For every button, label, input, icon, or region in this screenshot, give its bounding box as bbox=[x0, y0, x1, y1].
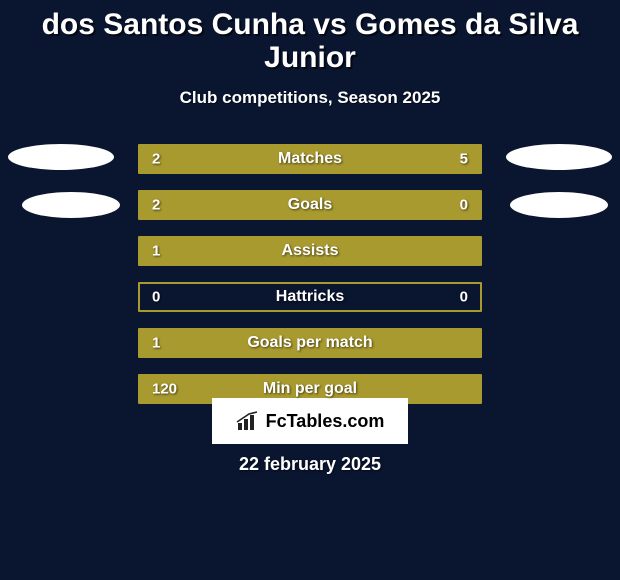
stat-label: Goals bbox=[288, 196, 332, 214]
stat-bar-right bbox=[237, 146, 480, 172]
stat-label: Assists bbox=[282, 242, 339, 260]
stat-value-left: 0 bbox=[152, 289, 160, 306]
stat-row: Hattricks 0 0 bbox=[0, 282, 620, 312]
stat-value-right: 0 bbox=[460, 197, 468, 214]
fctables-logo: FcTables.com bbox=[212, 398, 408, 444]
stat-label: Hattricks bbox=[276, 288, 344, 306]
logo-text-suffix: .com bbox=[342, 411, 384, 431]
stat-bar-track: Assists 1 bbox=[138, 236, 482, 266]
stat-value-right: 5 bbox=[460, 151, 468, 168]
stat-label: Min per goal bbox=[263, 380, 357, 398]
stat-value-left: 1 bbox=[152, 243, 160, 260]
logo-text-prefix: FcTables bbox=[266, 411, 343, 431]
stats-area: Matches25Goals20Assists1Hattricks00Goals… bbox=[0, 144, 620, 404]
comparison-card: dos Santos Cunha vs Gomes da Silva Junio… bbox=[0, 0, 620, 580]
stat-value-left: 2 bbox=[152, 197, 160, 214]
stat-label: Goals per match bbox=[247, 334, 372, 352]
stat-row: Goals 2 0 bbox=[0, 190, 620, 220]
stat-bar-track: Hattricks 0 0 bbox=[138, 282, 482, 312]
date-label: 22 february 2025 bbox=[239, 454, 381, 475]
chart-icon bbox=[236, 411, 262, 431]
stat-label: Matches bbox=[278, 150, 342, 168]
stat-row: Assists 1 bbox=[0, 236, 620, 266]
page-title: dos Santos Cunha vs Gomes da Silva Junio… bbox=[0, 0, 620, 74]
stat-value-right: 0 bbox=[460, 289, 468, 306]
stat-row: Goals per match 1 bbox=[0, 328, 620, 358]
stat-bar-track: Matches 2 5 bbox=[138, 144, 482, 174]
logo-text: FcTables.com bbox=[266, 411, 385, 432]
stat-row: Matches 2 5 bbox=[0, 144, 620, 174]
stat-value-left: 2 bbox=[152, 151, 160, 168]
stat-value-left: 1 bbox=[152, 335, 160, 352]
subtitle: Club competitions, Season 2025 bbox=[0, 88, 620, 108]
stat-value-left: 120 bbox=[152, 381, 177, 398]
stat-bar-track: Goals 2 0 bbox=[138, 190, 482, 220]
stat-bar-track: Goals per match 1 bbox=[138, 328, 482, 358]
stat-bar-left bbox=[140, 192, 398, 218]
